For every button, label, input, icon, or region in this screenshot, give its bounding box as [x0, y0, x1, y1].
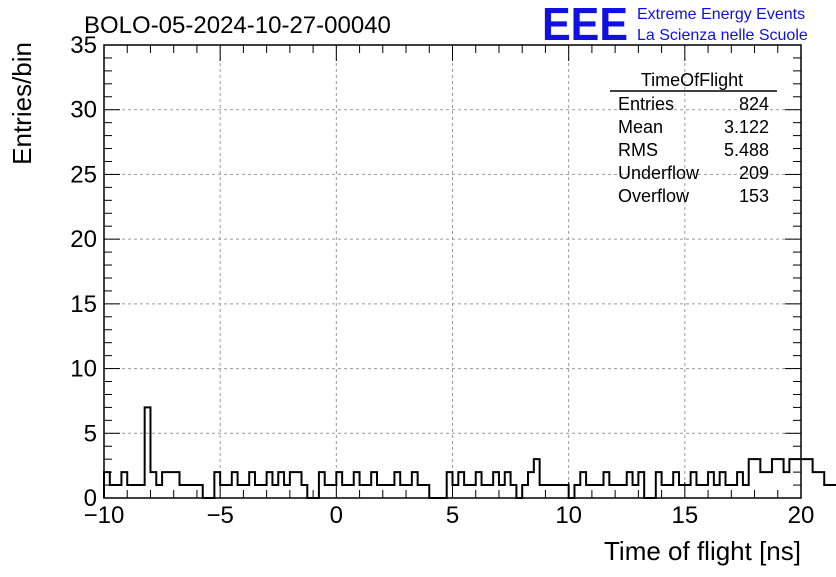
logo-line2: La Scienza nelle Scuole: [637, 27, 808, 44]
stats-row-value: 3.122: [724, 117, 769, 137]
logo-mark: EEE: [542, 0, 628, 50]
x-tick-label: 5: [446, 502, 459, 529]
y-tick-label: 0: [84, 485, 97, 512]
stats-row-label: Overflow: [618, 186, 690, 206]
stats-row-value: 5.488: [724, 140, 769, 160]
stats-rows: Entries 824 Mean 3.122 RMS 5.488 Underflow 209 O…: [618, 94, 769, 206]
y-tick-label: 10: [70, 356, 97, 383]
x-tick-label: 0: [330, 502, 343, 529]
x-tick-label: 10: [555, 502, 582, 529]
stats-row-label: RMS: [618, 140, 658, 160]
y-tick-label: 15: [70, 291, 97, 318]
stats-box-title: TimeOfFlight: [641, 70, 743, 90]
y-tick-label: 20: [70, 226, 97, 253]
y-tick-label: 5: [84, 420, 97, 447]
y-tick-label: 25: [70, 161, 97, 188]
y-tick-label: 35: [70, 32, 97, 59]
axes: −10 −5 0 5 10 15 20 0 5 10 15 20 25 30 35: [70, 32, 814, 529]
stats-row-value: 824: [739, 94, 769, 114]
logo-line1: Extreme Energy Events: [637, 6, 805, 23]
x-tick-label: 15: [671, 502, 698, 529]
y-tick-label: 30: [70, 97, 97, 124]
x-tick-label: −10: [84, 502, 125, 529]
eee-logo: EEE Extreme Energy Events La Scienza nel…: [542, 0, 808, 50]
stats-row-label: Underflow: [618, 163, 700, 183]
histogram-outline: [103, 406, 836, 499]
stats-row-label: Mean: [618, 117, 663, 137]
grid: [104, 45, 801, 498]
y-axis-label: Entries/bin: [7, 42, 37, 165]
x-axis-label: Time of flight [ns]: [604, 536, 801, 566]
stats-row-label: Entries: [618, 94, 674, 114]
x-tick-label: 20: [788, 502, 815, 529]
stats-row-value: 209: [739, 163, 769, 183]
x-tick-label: −5: [206, 502, 233, 529]
histogram-steps: [103, 406, 836, 499]
stats-box: TimeOfFlight Entries 824 Mean 3.122 RMS 5.488…: [610, 70, 777, 206]
stats-row-value: 153: [739, 186, 769, 206]
page-title: BOLO-05-2024-10-27-00040: [84, 12, 391, 39]
